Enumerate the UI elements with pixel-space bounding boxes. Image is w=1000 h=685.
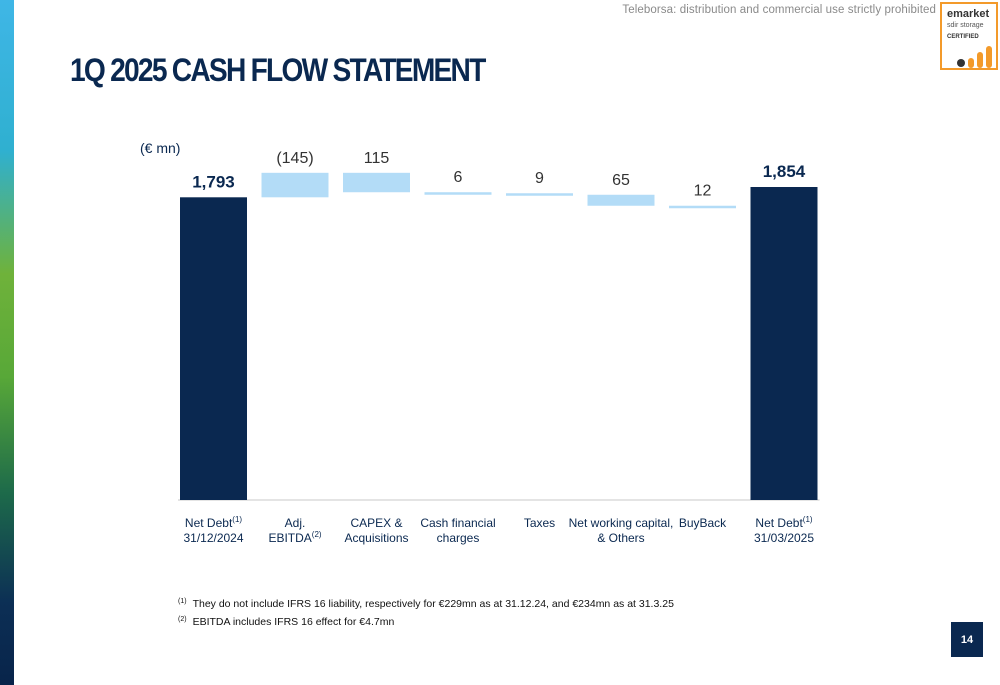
footnote-2: (2) EBITDA includes IFRS 16 effect for €4…: [178, 616, 395, 628]
bar-4: [506, 193, 573, 196]
category-sublabel-1: EBITDA(2): [268, 530, 321, 545]
emarket-storage-logo: emarket sdir storage CERTIFIED: [940, 2, 998, 70]
bar-1: [261, 172, 329, 198]
category-label-3: Cash financial: [420, 516, 495, 530]
bar-0: [180, 197, 247, 500]
category-label-6: BuyBack: [679, 516, 727, 530]
side-color-stripe: [0, 0, 14, 685]
logo-text-emarket: emarket: [947, 8, 990, 20]
data-label-0: 1,793: [192, 172, 235, 191]
logo-text-storage: sdir storage: [947, 22, 984, 29]
unit-label: (€ mn): [140, 140, 181, 156]
category-sublabel-2: Acquisitions: [344, 531, 408, 545]
category-label-2: CAPEX &: [350, 516, 402, 530]
category-label-1: Adj.: [285, 516, 306, 530]
data-label-3: 6: [454, 169, 463, 186]
page-title: 1Q 2025 CASH FLOW STATEMENT: [70, 52, 486, 88]
bar-7: [750, 187, 818, 500]
bar-3: [424, 192, 492, 195]
bar-2: [343, 172, 410, 193]
logo-text-certified: CERTIFIED: [947, 34, 979, 40]
category-sublabel-7: 31/03/2025: [754, 531, 814, 545]
category-sublabel-5: & Others: [597, 531, 644, 545]
footnotes: (1) They do not include IFRS 16 liability…: [178, 594, 674, 630]
data-label-5: 65: [612, 172, 630, 189]
data-label-1: (145): [276, 150, 313, 167]
category-sublabel-3: charges: [437, 531, 480, 545]
data-label-4: 9: [535, 170, 544, 187]
data-label-6: 12: [694, 183, 712, 200]
category-label-4: Taxes: [524, 516, 555, 530]
category-sublabel-0: 31/12/2024: [183, 531, 243, 545]
logo-bars-icon: [957, 46, 992, 68]
footnote-1: (1) They do not include IFRS 16 liability…: [178, 598, 674, 610]
category-label-5: Net working capital,: [569, 516, 674, 530]
page-number: 14: [951, 622, 983, 657]
bar-5: [587, 194, 655, 206]
data-label-2: 115: [364, 150, 390, 167]
category-label-7: Net Debt(1): [755, 515, 812, 530]
watermark-text: Teleborsa: distribution and commercial u…: [622, 4, 936, 16]
data-label-7: 1,854: [763, 162, 806, 181]
category-label-0: Net Debt(1): [185, 515, 242, 530]
bar-6: [669, 205, 736, 209]
